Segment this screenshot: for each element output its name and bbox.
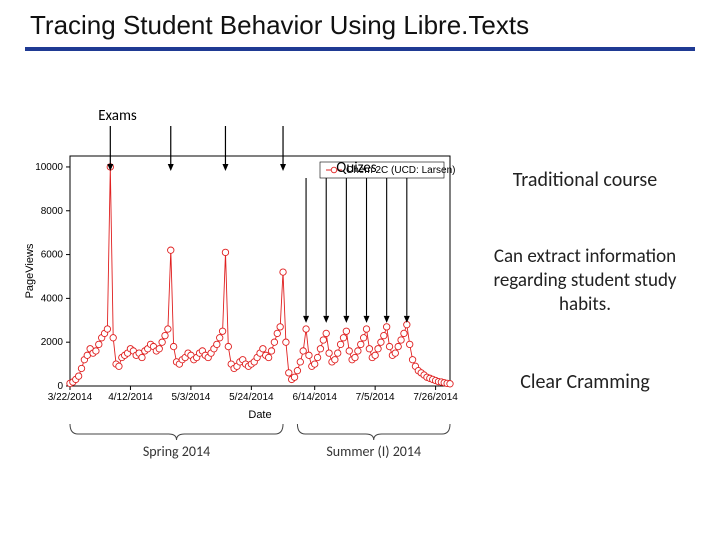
side-traditional: Traditional course (470, 168, 700, 192)
side-extract: Can extract information regarding studen… (470, 245, 700, 316)
svg-text:Summer (I) 2014: Summer (I) 2014 (326, 443, 421, 460)
side-cramming: Clear Cramming (470, 370, 700, 394)
svg-text:Date: Date (248, 409, 271, 421)
svg-text:Spring 2014: Spring 2014 (143, 443, 210, 460)
page-title: Tracing Student Behavior Using Libre.Tex… (0, 0, 720, 47)
svg-text:7/5/2014: 7/5/2014 (356, 392, 395, 403)
svg-text:4/12/2014: 4/12/2014 (108, 392, 153, 403)
svg-text:PageViews: PageViews (24, 243, 36, 298)
svg-text:3/22/2014: 3/22/2014 (48, 392, 93, 403)
svg-text:5/24/2014: 5/24/2014 (229, 392, 274, 403)
svg-text:4000: 4000 (41, 293, 64, 304)
svg-text:10000: 10000 (35, 162, 63, 173)
svg-text:Exams: Exams (98, 107, 137, 125)
svg-text:8000: 8000 (41, 206, 64, 217)
pageviews-chart: 0 2000 4000 6000 8000 10000 PageViews 3/22/2014… (18, 100, 458, 485)
svg-text:6000: 6000 (41, 250, 64, 261)
svg-text:2000: 2000 (41, 337, 64, 348)
title-underline (25, 47, 695, 51)
svg-text:7/26/2014: 7/26/2014 (413, 392, 458, 403)
svg-text:6/14/2014: 6/14/2014 (292, 392, 337, 403)
svg-text:Quizes: Quizes (336, 159, 376, 177)
svg-text:0: 0 (57, 381, 63, 392)
svg-text:5/3/2014: 5/3/2014 (171, 392, 210, 403)
